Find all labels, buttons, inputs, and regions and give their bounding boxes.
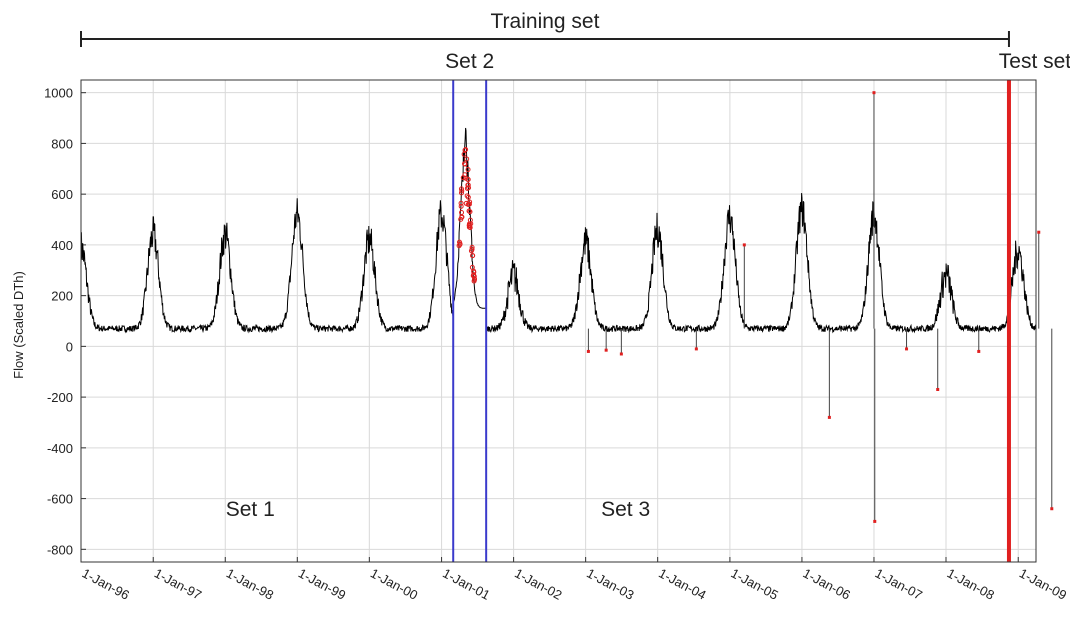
set-2-point xyxy=(464,193,470,199)
flow-line xyxy=(80,127,1037,334)
outlier-point xyxy=(827,415,831,419)
outlier-point xyxy=(694,347,698,351)
y-tick-label: 0 xyxy=(66,339,73,354)
set-2-point xyxy=(465,182,471,188)
outlier-point xyxy=(1050,507,1054,511)
x-tick-label: 1-Jan-01 xyxy=(440,565,492,602)
set-2-point xyxy=(465,167,471,173)
training-set-label: Training set xyxy=(491,10,600,33)
set-2-point xyxy=(462,172,468,178)
grid xyxy=(80,80,1036,562)
x-tick-label: 1-Jan-09 xyxy=(1017,565,1069,602)
set-2-point xyxy=(465,176,471,182)
x-tick-label: 1-Jan-96 xyxy=(80,565,132,602)
y-tick-label: -600 xyxy=(47,492,73,507)
set-2-point xyxy=(470,273,476,279)
set-2-label: Set 2 xyxy=(445,50,494,73)
set-2-point xyxy=(466,223,472,229)
x-tick-label: 1-Jan-05 xyxy=(728,565,780,602)
x-tick-label: 1-Jan-04 xyxy=(656,565,708,602)
set-2-point xyxy=(466,201,472,207)
x-tick-label: 1-Jan-98 xyxy=(224,565,276,602)
set-2-point xyxy=(464,156,470,162)
y-tick-label: -400 xyxy=(47,441,73,456)
x-tick-label: 1-Jan-02 xyxy=(512,565,564,602)
y-axis-label: Flow (Scaled DTh) xyxy=(11,271,26,379)
x-tick-label: 1-Jan-00 xyxy=(368,565,420,602)
outlier-point xyxy=(586,349,590,353)
y-tick-label: -800 xyxy=(47,542,73,557)
set-2-point xyxy=(467,209,473,215)
set-2-point xyxy=(463,200,469,206)
set-boundaries xyxy=(452,80,1011,562)
test-set-label: Test set xyxy=(999,50,1070,73)
set-2-point xyxy=(459,188,465,194)
outlier-markers xyxy=(586,91,1054,523)
outlier-point xyxy=(872,91,876,95)
set-2-point xyxy=(458,200,464,206)
set-1-label: Set 1 xyxy=(226,498,275,521)
plot-frame xyxy=(80,79,1037,563)
outlier-point xyxy=(977,349,981,353)
set-2-point xyxy=(459,210,465,216)
y-tick-labels: 1000 800 600 400 200 0 -200 -400 -600 -800 xyxy=(44,86,86,557)
outlier-point xyxy=(873,519,877,523)
set-2-point xyxy=(468,248,474,254)
outlier-point xyxy=(604,348,608,352)
set-2-point xyxy=(457,241,463,247)
set-2-point xyxy=(461,151,467,157)
outlier-point xyxy=(619,352,623,356)
outlier-point xyxy=(905,347,909,351)
set-2-point xyxy=(466,221,472,227)
set-2-point xyxy=(466,185,472,191)
training-set-bracket xyxy=(80,31,1010,47)
x-tick-label: 1-Jan-99 xyxy=(296,565,348,602)
y-tick-label: 400 xyxy=(51,238,73,253)
outlier-point xyxy=(1037,230,1041,234)
x-tick-label: 1-Jan-03 xyxy=(584,565,636,602)
flow-series xyxy=(80,127,1037,334)
set-2-point xyxy=(458,203,464,209)
set-3-label: Set 3 xyxy=(601,498,650,521)
x-tick-label: 1-Jan-06 xyxy=(801,565,853,602)
set-2-point xyxy=(456,239,462,245)
outlier-point xyxy=(936,387,940,391)
set-2-point xyxy=(458,216,464,222)
y-tick-label: 1000 xyxy=(44,86,73,101)
x-tick-label: 1-Jan-08 xyxy=(945,565,997,602)
y-tick-label: 200 xyxy=(51,289,73,304)
x-tick-label: 1-Jan-07 xyxy=(873,565,925,602)
set-2-point xyxy=(461,161,467,167)
x-tick-label: 1-Jan-97 xyxy=(152,565,204,602)
outlier-point xyxy=(742,243,746,247)
set-2-point xyxy=(466,208,472,214)
x-tick-labels: 1-Jan-96 1-Jan-97 1-Jan-98 1-Jan-99 1-Jan-00… xyxy=(80,557,1069,603)
y-tick-label: 600 xyxy=(51,187,73,202)
set-2-point xyxy=(458,186,464,192)
set-2-point xyxy=(470,253,476,259)
y-tick-label: -200 xyxy=(47,390,73,405)
y-tick-label: 800 xyxy=(51,136,73,151)
